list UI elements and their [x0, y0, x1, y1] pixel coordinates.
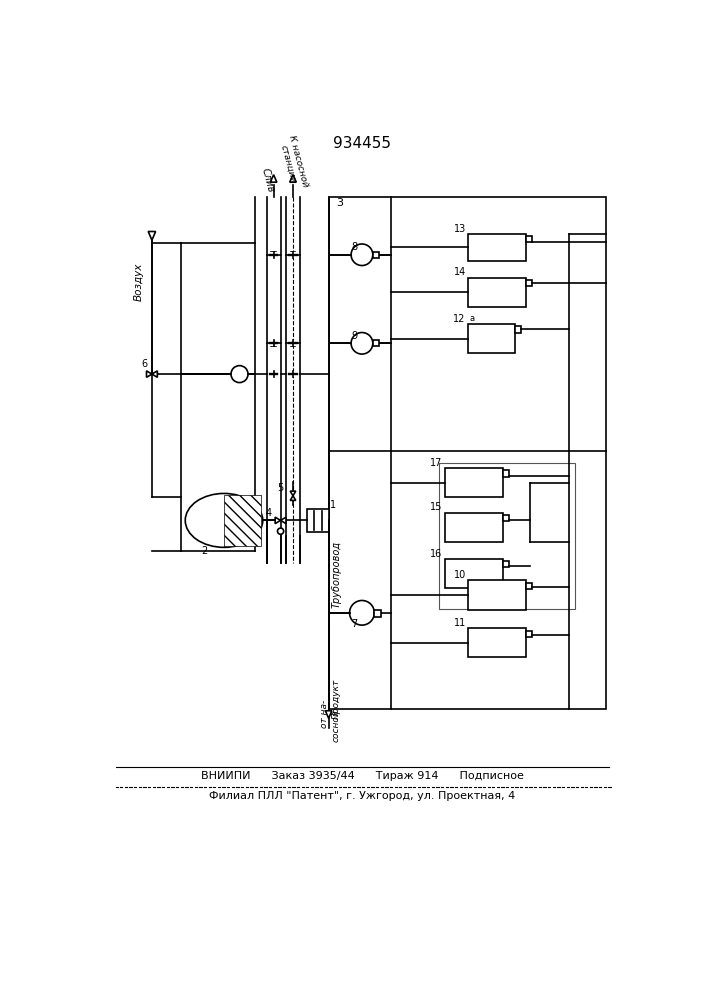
- Bar: [291, 372, 296, 376]
- Text: сосной: сосной: [332, 710, 341, 742]
- Bar: [291, 341, 296, 346]
- Polygon shape: [290, 175, 296, 182]
- Bar: [468, 324, 515, 353]
- Bar: [271, 252, 276, 257]
- Text: К насосной
станции: К насосной станции: [277, 134, 310, 191]
- Bar: [289, 252, 297, 258]
- Text: 2: 2: [201, 546, 208, 556]
- Circle shape: [231, 366, 248, 383]
- Text: 934455: 934455: [333, 136, 391, 151]
- Text: ВНИИПИ      Заказ 3935/44      Тираж 914      Подписное: ВНИИПИ Заказ 3935/44 Тираж 914 Подписное: [201, 771, 523, 781]
- Bar: [503, 515, 509, 521]
- Bar: [440, 463, 575, 609]
- Text: 1: 1: [330, 500, 337, 510]
- Bar: [526, 236, 532, 242]
- Bar: [526, 280, 532, 286]
- Bar: [373, 340, 379, 346]
- Circle shape: [351, 244, 373, 266]
- Text: от на-: от на-: [320, 700, 329, 728]
- Bar: [270, 340, 277, 346]
- Bar: [270, 371, 277, 377]
- Ellipse shape: [185, 493, 263, 547]
- Bar: [271, 372, 276, 376]
- Bar: [468, 234, 526, 261]
- Text: Воздух: Воздух: [134, 263, 144, 301]
- Text: 14: 14: [454, 267, 466, 277]
- Text: 10: 10: [454, 570, 466, 580]
- Polygon shape: [325, 711, 332, 718]
- Polygon shape: [148, 231, 156, 240]
- Bar: [289, 340, 297, 346]
- Bar: [445, 513, 503, 542]
- Bar: [445, 468, 503, 497]
- Polygon shape: [146, 371, 152, 377]
- Text: Филиал ПЛЛ "Патент", г. Ужгород, ул. Проектная, 4: Филиал ПЛЛ "Патент", г. Ужгород, ул. Про…: [209, 791, 515, 801]
- Bar: [526, 631, 532, 637]
- Polygon shape: [275, 517, 281, 524]
- Bar: [307, 509, 329, 532]
- Text: 17: 17: [430, 458, 443, 468]
- Text: 15: 15: [430, 502, 443, 512]
- Bar: [526, 583, 532, 589]
- Bar: [503, 561, 509, 567]
- Bar: [515, 326, 521, 333]
- Bar: [289, 371, 297, 377]
- Text: 16: 16: [431, 549, 443, 559]
- Bar: [503, 470, 509, 477]
- Text: 6: 6: [141, 359, 147, 369]
- Bar: [468, 278, 526, 307]
- Bar: [270, 252, 277, 258]
- Bar: [468, 628, 526, 657]
- Bar: [374, 610, 381, 617]
- Text: 8: 8: [351, 242, 357, 252]
- Circle shape: [277, 528, 284, 534]
- Text: Продукт: Продукт: [332, 679, 341, 719]
- Bar: [373, 252, 379, 258]
- Circle shape: [351, 333, 373, 354]
- Polygon shape: [281, 517, 286, 524]
- Text: 7: 7: [351, 619, 357, 629]
- Polygon shape: [290, 491, 296, 496]
- Circle shape: [349, 600, 374, 625]
- Polygon shape: [290, 496, 296, 500]
- Text: 4: 4: [266, 508, 272, 518]
- Text: 3: 3: [337, 198, 344, 208]
- Bar: [224, 495, 261, 546]
- Polygon shape: [270, 175, 277, 182]
- Text: Слив: Слив: [260, 167, 276, 193]
- Bar: [468, 580, 526, 610]
- Polygon shape: [152, 371, 158, 377]
- Bar: [291, 252, 296, 257]
- Text: 13: 13: [454, 224, 466, 234]
- Text: 11: 11: [454, 618, 466, 628]
- Bar: [271, 341, 276, 346]
- Text: 12: 12: [453, 314, 466, 324]
- Bar: [329, 197, 606, 709]
- Bar: [445, 559, 503, 588]
- Text: 5: 5: [277, 483, 284, 493]
- Text: a: a: [469, 314, 474, 323]
- Text: Трубопровод: Трубопровод: [332, 541, 341, 608]
- Text: 9: 9: [351, 331, 357, 341]
